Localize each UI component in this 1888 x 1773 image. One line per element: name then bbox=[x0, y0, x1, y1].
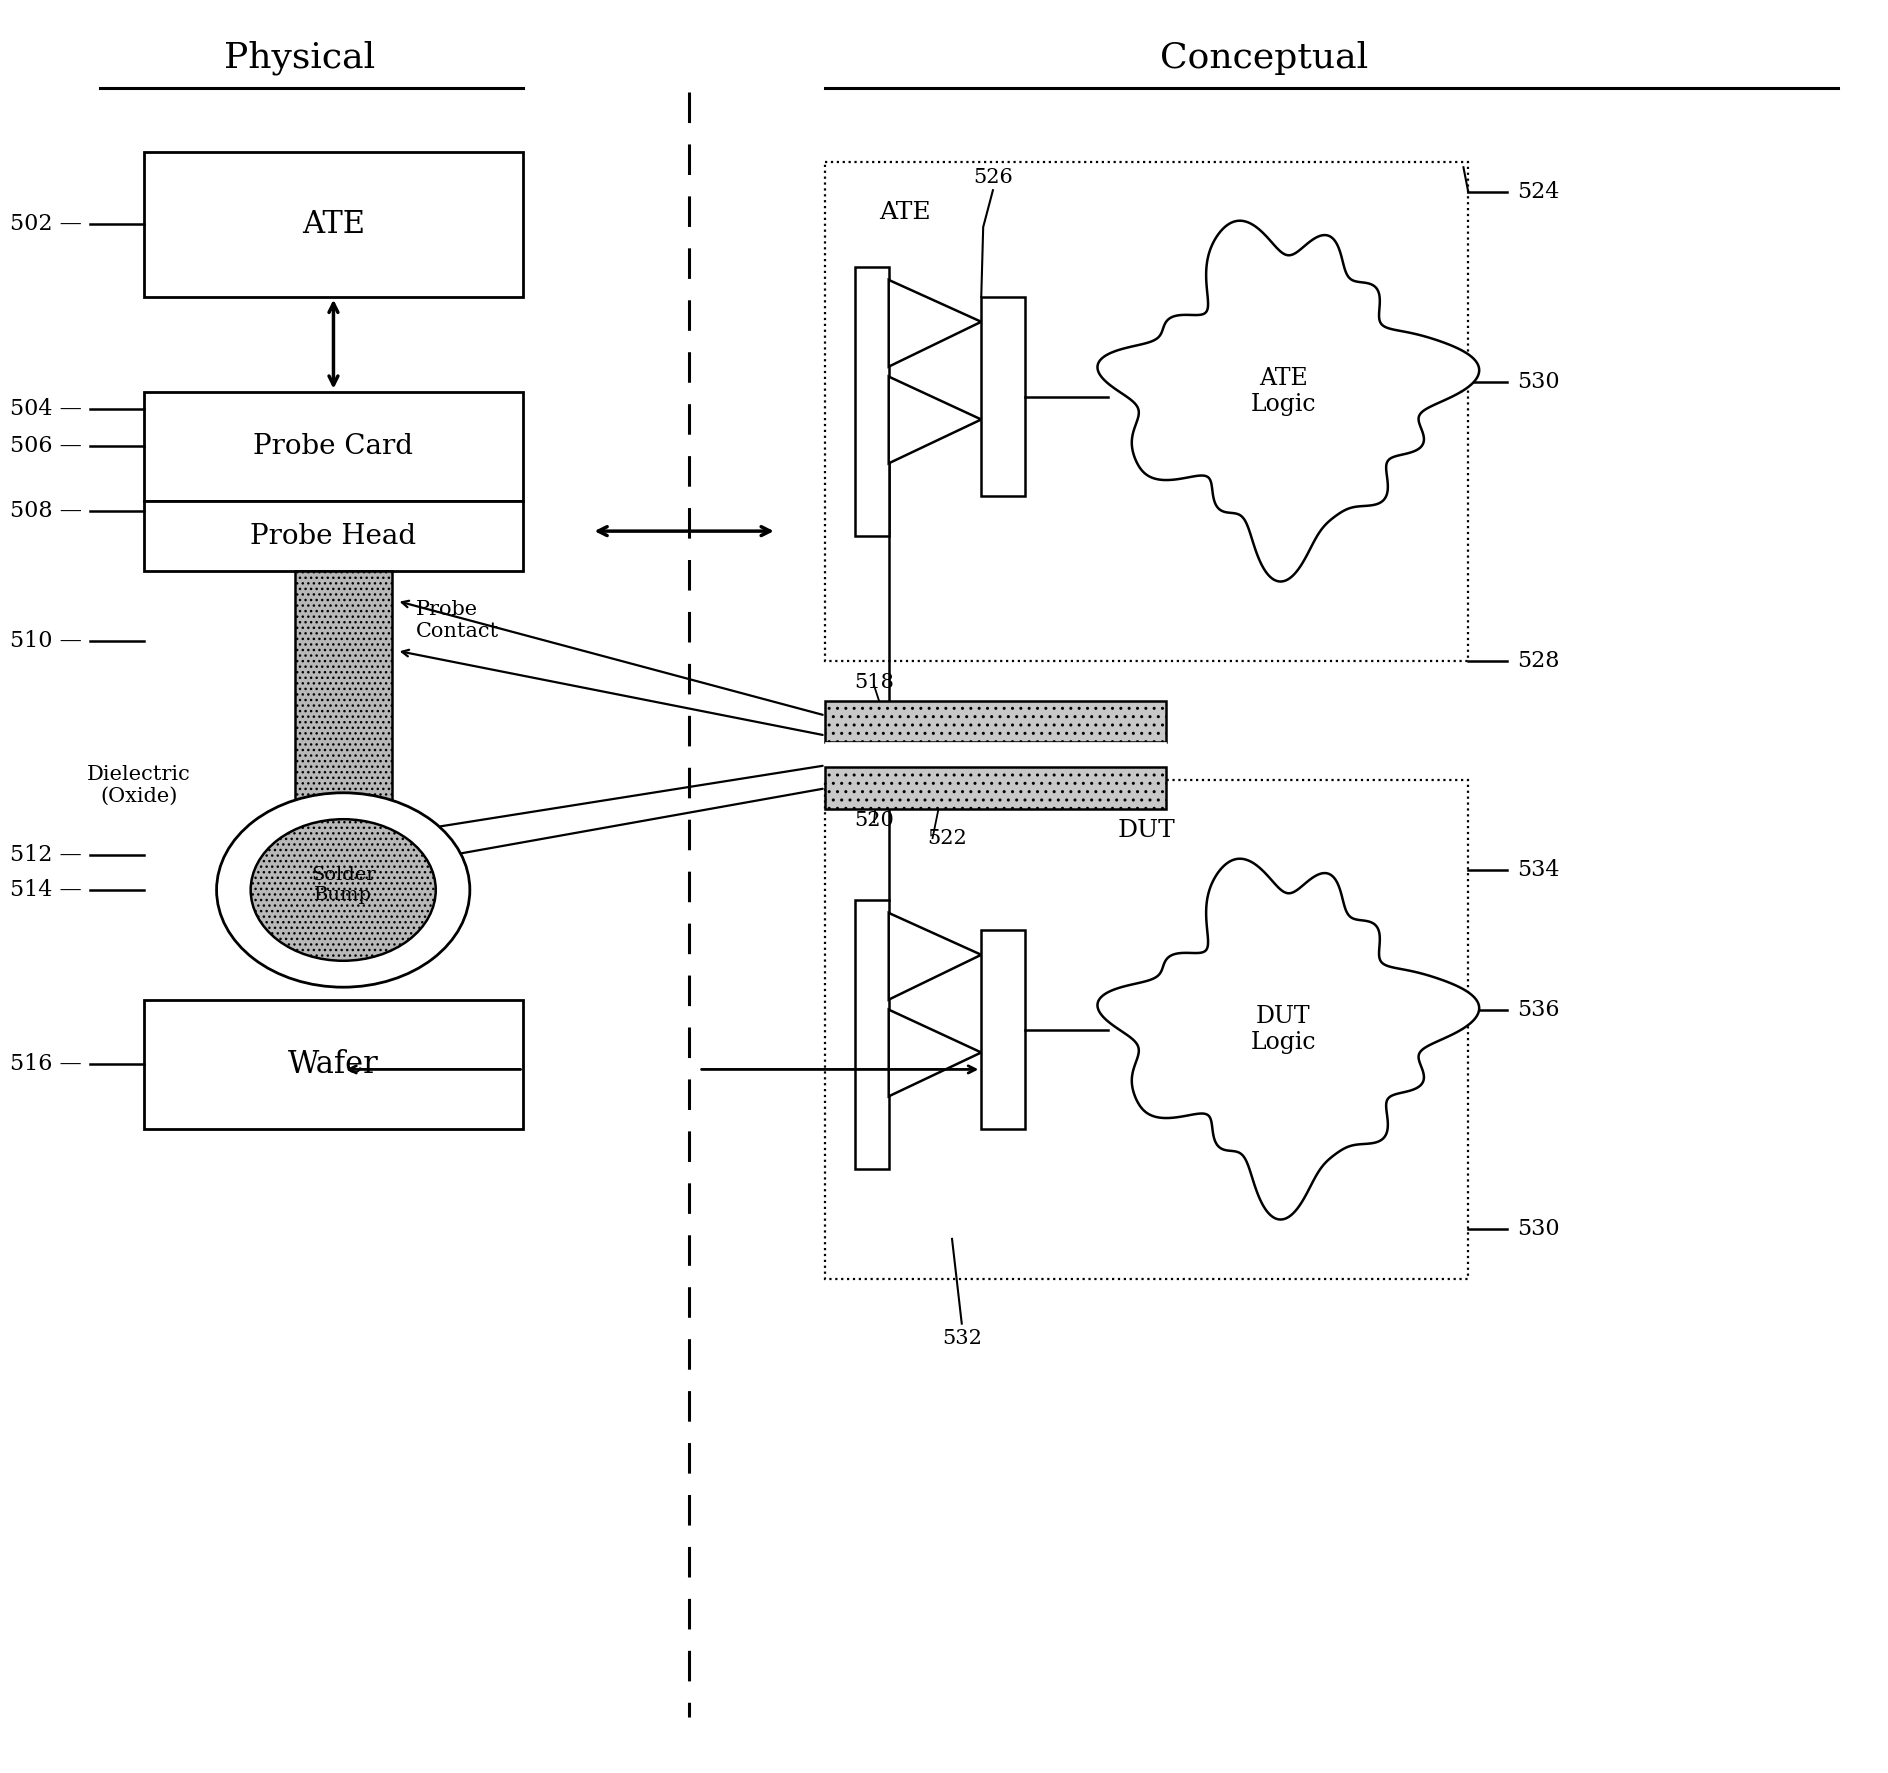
Bar bbox=[825, 780, 1469, 1278]
Text: 522: 522 bbox=[927, 828, 967, 847]
Polygon shape bbox=[889, 280, 982, 367]
Bar bbox=[825, 768, 1167, 808]
Bar bbox=[825, 743, 1167, 768]
Text: 520: 520 bbox=[855, 810, 895, 830]
Text: 514 —: 514 — bbox=[11, 879, 83, 901]
Text: 510 —: 510 — bbox=[9, 629, 83, 652]
Bar bbox=[825, 163, 1469, 661]
Text: 512 —: 512 — bbox=[11, 844, 83, 865]
Text: 528: 528 bbox=[1518, 649, 1559, 672]
Text: 504 —: 504 — bbox=[9, 399, 83, 420]
Bar bbox=[295, 571, 393, 821]
Text: 508 —: 508 — bbox=[9, 500, 83, 523]
Bar bbox=[143, 1000, 523, 1129]
Bar bbox=[143, 392, 523, 502]
Bar bbox=[982, 296, 1025, 496]
Text: Probe Head: Probe Head bbox=[251, 523, 417, 550]
Bar bbox=[855, 901, 889, 1168]
Text: Physical: Physical bbox=[225, 41, 376, 74]
Text: 536: 536 bbox=[1518, 998, 1559, 1021]
Text: DUT: DUT bbox=[1118, 819, 1176, 842]
Text: ATE: ATE bbox=[880, 200, 931, 223]
Text: Dielectric
(Oxide): Dielectric (Oxide) bbox=[87, 764, 191, 805]
Text: 530: 530 bbox=[1518, 1218, 1559, 1239]
Ellipse shape bbox=[251, 819, 436, 961]
Text: ATE
Logic: ATE Logic bbox=[1250, 367, 1316, 417]
Polygon shape bbox=[1097, 220, 1478, 582]
Text: DUT
Logic: DUT Logic bbox=[1250, 1005, 1316, 1055]
Text: 506 —: 506 — bbox=[9, 436, 83, 457]
Polygon shape bbox=[889, 913, 982, 1000]
Text: 530: 530 bbox=[1518, 371, 1559, 392]
Text: 516 —: 516 — bbox=[11, 1053, 83, 1076]
Text: Conceptual: Conceptual bbox=[1159, 41, 1369, 74]
Text: ATE: ATE bbox=[302, 209, 364, 239]
Bar bbox=[143, 502, 523, 571]
Polygon shape bbox=[1097, 858, 1478, 1220]
Bar bbox=[825, 700, 1167, 743]
Text: Wafer: Wafer bbox=[289, 1050, 379, 1080]
Text: Probe Card: Probe Card bbox=[253, 433, 413, 459]
Text: 534: 534 bbox=[1518, 860, 1559, 881]
Text: 532: 532 bbox=[942, 1330, 982, 1347]
Text: 524: 524 bbox=[1518, 181, 1559, 204]
Bar bbox=[855, 268, 889, 535]
Polygon shape bbox=[889, 1009, 982, 1096]
Text: 518: 518 bbox=[855, 674, 895, 691]
Bar bbox=[143, 152, 523, 296]
Polygon shape bbox=[889, 376, 982, 463]
Text: 502 —: 502 — bbox=[9, 213, 83, 236]
Text: 526: 526 bbox=[972, 168, 1012, 186]
Text: Solder
Bump: Solder Bump bbox=[312, 865, 376, 904]
Text: Probe
Contact: Probe Contact bbox=[415, 601, 500, 642]
Bar bbox=[982, 929, 1025, 1129]
Ellipse shape bbox=[217, 793, 470, 988]
